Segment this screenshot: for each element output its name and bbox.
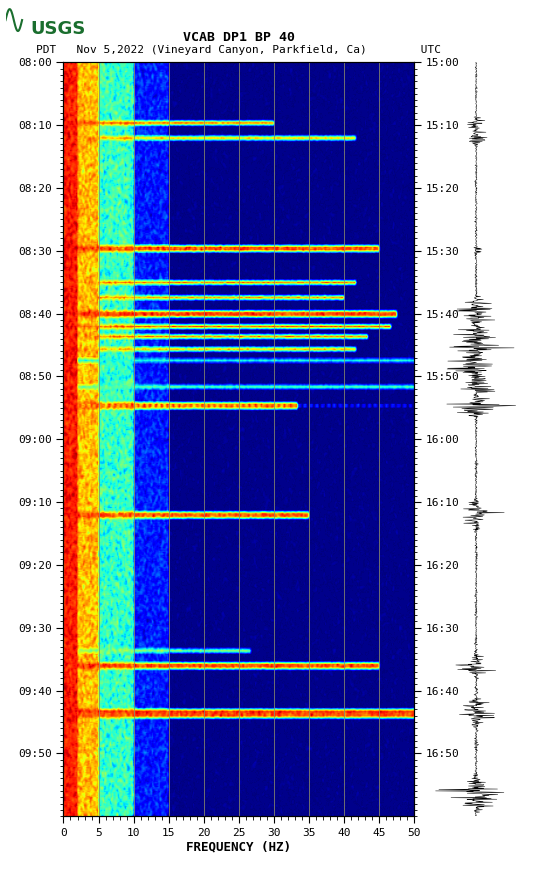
X-axis label: FREQUENCY (HZ): FREQUENCY (HZ) <box>186 841 291 854</box>
Text: USGS: USGS <box>30 20 86 37</box>
Text: VCAB DP1 BP 40: VCAB DP1 BP 40 <box>183 31 295 44</box>
Text: PDT   Nov 5,2022 (Vineyard Canyon, Parkfield, Ca)        UTC: PDT Nov 5,2022 (Vineyard Canyon, Parkfie… <box>36 45 441 55</box>
